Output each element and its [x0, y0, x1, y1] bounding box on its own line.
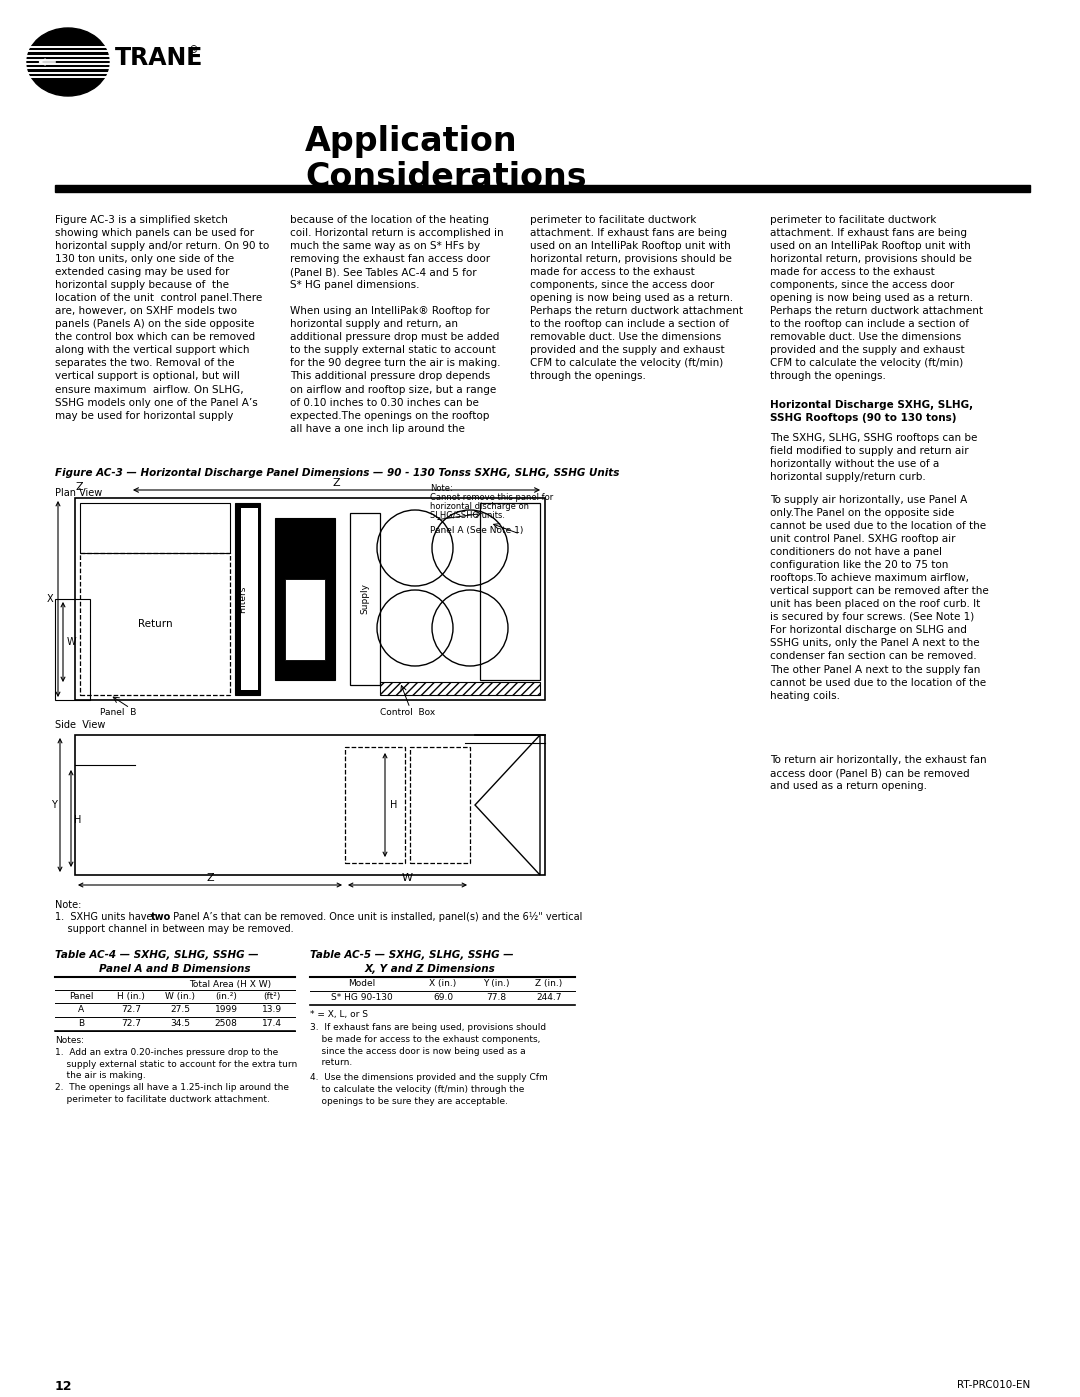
Text: Application
Considerations: Application Considerations [305, 124, 586, 194]
Text: two: two [151, 912, 172, 922]
Text: S* HG 90-130: S* HG 90-130 [332, 993, 393, 1002]
Bar [285, 578, 325, 659]
Text: TRANE: TRANE [114, 46, 203, 70]
Text: 12: 12 [55, 1380, 72, 1393]
Text: Z (in.): Z (in.) [536, 979, 563, 988]
Bar [55, 184, 1030, 191]
Text: Control  Box: Control Box [380, 708, 435, 717]
Bar [75, 735, 545, 875]
Text: Total Area (H X W): Total Area (H X W) [189, 981, 271, 989]
Text: To return air horizontally, the exhaust fan
access door (Panel B) can be removed: To return air horizontally, the exhaust … [770, 754, 987, 791]
Text: ®: ® [189, 45, 199, 54]
Text: horizontal discharge on: horizontal discharge on [430, 502, 529, 511]
Text: X (in.): X (in.) [430, 979, 457, 988]
Text: B: B [78, 1018, 84, 1028]
Text: A: A [78, 1004, 84, 1014]
Text: Figure AC-3 — Horizontal Discharge Panel Dimensions — 90 - 130 Tonss SXHG, SLHG,: Figure AC-3 — Horizontal Discharge Panel… [55, 468, 619, 478]
Text: 77.8: 77.8 [486, 993, 507, 1002]
Text: Side  View: Side View [55, 719, 106, 731]
Text: Y: Y [51, 800, 57, 810]
Text: Panel A (See Note 1): Panel A (See Note 1) [430, 527, 524, 535]
Text: support channel in between may be removed.: support channel in between may be remove… [55, 923, 294, 935]
Text: Panel A and B Dimensions: Panel A and B Dimensions [99, 964, 251, 974]
Text: Model: Model [349, 979, 376, 988]
Text: Panel  B: Panel B [100, 708, 136, 717]
Text: perimeter to facilitate ductwork
attachment. If exhaust fans are being
used on a: perimeter to facilitate ductwork attachm… [530, 215, 743, 381]
Text: W (in.): W (in.) [165, 992, 195, 1002]
Text: 72.7: 72.7 [121, 1018, 141, 1028]
Text: 1999: 1999 [215, 1004, 238, 1014]
Text: 17.4: 17.4 [262, 1018, 282, 1028]
Text: Table AC-5 — SXHG, SLHG, SSHG —: Table AC-5 — SXHG, SLHG, SSHG — [310, 950, 514, 960]
Text: Table AC-4 — SXHG, SLHG, SSHG —: Table AC-4 — SXHG, SLHG, SSHG — [55, 950, 258, 960]
Text: * = X, L, or S: * = X, L, or S [310, 1010, 368, 1018]
Text: Supply: Supply [361, 584, 369, 615]
Text: Filters: Filters [239, 585, 247, 613]
Ellipse shape [27, 28, 109, 96]
Text: 34.5: 34.5 [170, 1018, 190, 1028]
Text: 3.  If exhaust fans are being used, provisions should
    be made for access to : 3. If exhaust fans are being used, provi… [310, 1023, 546, 1067]
Text: because of the location of the heating
coil. Horizontal return is accomplished i: because of the location of the heating c… [291, 215, 503, 433]
Bar [480, 503, 540, 680]
Text: 1.  SXHG units have: 1. SXHG units have [55, 912, 156, 922]
Text: Z: Z [333, 478, 340, 488]
Text: Return: Return [137, 619, 173, 629]
Text: 72.7: 72.7 [121, 1004, 141, 1014]
Bar [410, 747, 470, 863]
Bar [241, 509, 258, 690]
Text: RT-PRC010-EN: RT-PRC010-EN [957, 1380, 1030, 1390]
Bar [275, 518, 335, 680]
Text: (ft²): (ft²) [264, 992, 281, 1002]
Text: 4.  Use the dimensions provided and the supply Cfm
    to calculate the velocity: 4. Use the dimensions provided and the s… [310, 1073, 548, 1105]
Text: 69.0: 69.0 [433, 993, 454, 1002]
Text: Note:: Note: [55, 900, 81, 909]
Text: H: H [75, 814, 81, 826]
Text: Panel A’s that can be removed. Once unit is installed, panel(s) and the 6½" vert: Panel A’s that can be removed. Once unit… [170, 912, 582, 922]
Text: Note:: Note: [430, 483, 453, 493]
Text: 27.5: 27.5 [170, 1004, 190, 1014]
Bar [75, 497, 545, 700]
Text: Notes:
1.  Add an extra 0.20-inches pressure drop to the
    supply external sta: Notes: 1. Add an extra 0.20-inches press… [55, 1037, 297, 1104]
Text: H: H [390, 800, 397, 810]
Bar [350, 513, 380, 685]
Text: The SXHG, SLHG, SSHG rooftops can be
field modified to supply and return air
hor: The SXHG, SLHG, SSHG rooftops can be fie… [770, 433, 977, 482]
Text: 13.9: 13.9 [262, 1004, 282, 1014]
Text: 2508: 2508 [215, 1018, 238, 1028]
Bar [380, 682, 540, 694]
Text: Horizontal Discharge SXHG, SLHG,
SSHG Rooftops (90 to 130 tons): Horizontal Discharge SXHG, SLHG, SSHG Ro… [770, 400, 973, 423]
Text: Plan View: Plan View [55, 488, 103, 497]
Text: H (in.): H (in.) [117, 992, 145, 1002]
Text: SLHG/SSHG units.: SLHG/SSHG units. [430, 511, 505, 520]
Text: perimeter to facilitate ductwork
attachment. If exhaust fans are being
used on a: perimeter to facilitate ductwork attachm… [770, 215, 983, 381]
Text: Figure AC-3 is a simplified sketch
showing which panels can be used for
horizont: Figure AC-3 is a simplified sketch showi… [55, 215, 269, 420]
Text: To supply air horizontally, use Panel A
only.The Panel on the opposite side
cann: To supply air horizontally, use Panel A … [770, 495, 989, 701]
Text: W: W [402, 873, 413, 883]
Text: 244.7: 244.7 [537, 993, 562, 1002]
Text: X: X [46, 594, 53, 604]
Text: X, Y and Z Dimensions: X, Y and Z Dimensions [365, 964, 496, 974]
Text: Z: Z [206, 873, 214, 883]
Polygon shape [475, 735, 540, 875]
Text: Z: Z [75, 482, 83, 492]
Text: Panel: Panel [69, 992, 93, 1002]
Text: Cannot remove this panel for: Cannot remove this panel for [430, 493, 553, 502]
Bar [345, 747, 405, 863]
Bar [55, 599, 90, 700]
Bar [235, 503, 260, 694]
Text: Y (in.): Y (in.) [483, 979, 510, 988]
Bar [80, 553, 230, 694]
Text: W: W [67, 637, 77, 647]
Bar [80, 503, 230, 553]
Text: (in.²): (in.²) [215, 992, 237, 1002]
